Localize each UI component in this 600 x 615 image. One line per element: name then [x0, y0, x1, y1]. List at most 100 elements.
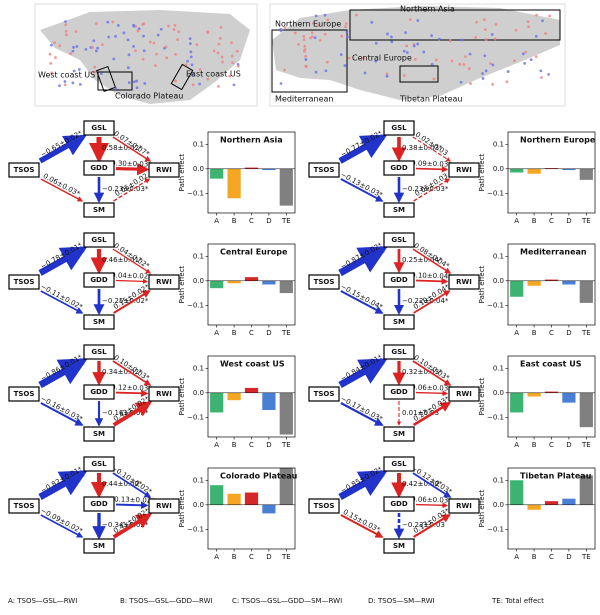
node-box	[308, 274, 340, 290]
map-left	[34, 3, 258, 107]
path-arrow	[112, 472, 152, 498]
path-arrow	[38, 357, 88, 389]
site-dot	[188, 37, 192, 41]
site-dot	[164, 45, 168, 49]
path-diagram: −0.85±0.02* 0.42±0.02*−0.12±0.03*0.06±0.0…	[308, 456, 480, 554]
path-arrow	[412, 360, 452, 386]
bar	[544, 501, 559, 505]
site-dot	[314, 14, 318, 18]
site-dot	[462, 63, 466, 66]
site-dot	[135, 79, 139, 83]
bar	[579, 392, 593, 428]
node-label: GDD	[90, 164, 108, 172]
bar	[510, 280, 524, 297]
y-tick-label: 0.0	[493, 389, 504, 397]
node-box	[8, 386, 40, 402]
site-dot	[71, 49, 75, 53]
node-box	[83, 426, 115, 442]
site-dot	[279, 82, 283, 85]
site-dot	[78, 83, 82, 86]
y-tick-label: −0.1	[187, 301, 204, 309]
path-coefficient: 0.06±0.03*	[411, 495, 452, 504]
path-coefficient: 0.04±0.02*	[111, 271, 152, 280]
x-tick-label: D	[266, 217, 271, 225]
site-dot	[58, 84, 61, 88]
path-coefficient: 0.09±0.03*	[411, 159, 452, 168]
node-label: RWI	[456, 166, 472, 174]
x-tick-label: TE	[281, 329, 291, 337]
bar	[210, 485, 224, 505]
site-dot	[228, 74, 232, 78]
bar	[527, 504, 541, 510]
site-dot	[191, 83, 195, 87]
site-dot	[323, 32, 327, 36]
x-tick-label: B	[232, 329, 237, 337]
site-dot	[434, 58, 438, 62]
path-coefficient: −0.09±0.02*	[39, 507, 84, 536]
path-coefficient: −0.22±0.04*	[402, 297, 449, 305]
site-dot	[195, 43, 199, 47]
x-tick-label: C	[549, 441, 554, 449]
x-tick-label: A	[214, 441, 219, 449]
node-box	[448, 498, 480, 514]
map-right	[95, 3, 566, 107]
chart-title: Colorado Plateau	[220, 472, 298, 481]
path-diagram: −0.82±0.01* 0.44±0.02*−0.10±0.02*−0.13±0.…	[8, 456, 180, 554]
bar	[227, 392, 241, 401]
x-tick-label: TE	[581, 441, 591, 449]
site-dot	[362, 56, 366, 60]
site-dot	[527, 25, 530, 29]
site-dot	[489, 62, 493, 65]
path-arrow	[413, 514, 451, 538]
site-dot	[460, 38, 463, 42]
bar	[527, 168, 541, 174]
site-dot	[132, 45, 135, 48]
bar	[544, 279, 559, 281]
node-label: GSL	[391, 124, 407, 132]
site-dot	[539, 69, 543, 73]
path-coefficient: −0.13±0.02*	[108, 495, 155, 504]
bar	[244, 277, 259, 281]
y-tick-label: −0.1	[187, 413, 204, 421]
node-label: TSOS	[14, 278, 35, 286]
site-dot	[304, 54, 307, 58]
path-arrow	[38, 134, 87, 164]
y-tick-label: 0.1	[493, 364, 504, 372]
site-dot	[324, 69, 328, 73]
site-dot	[402, 49, 406, 53]
site-dot	[63, 83, 67, 87]
chart-title: West coast US	[220, 360, 285, 369]
site-dot	[177, 30, 181, 34]
site-dot	[127, 81, 131, 84]
path-arrow	[40, 290, 84, 314]
site-dot	[484, 69, 488, 73]
site-dot	[63, 80, 67, 83]
bar	[262, 168, 276, 171]
bar	[510, 480, 524, 505]
node-box	[383, 160, 415, 176]
node-label: GSL	[391, 460, 407, 468]
site-dot	[72, 45, 75, 49]
x-tick-label: C	[549, 217, 554, 225]
site-dot	[459, 80, 463, 84]
legend-entry: A: TSOS—GSL—RWI	[8, 597, 77, 605]
path-arrow	[38, 470, 88, 500]
site-dot	[94, 22, 98, 25]
site-dot	[116, 24, 120, 27]
site-dot	[111, 20, 115, 24]
bar	[579, 280, 593, 303]
node-label: RWI	[456, 502, 472, 510]
site-dot	[374, 59, 378, 63]
node-box	[83, 456, 115, 472]
node-box	[383, 232, 415, 248]
site-dot	[386, 32, 389, 36]
node-box	[383, 272, 415, 288]
site-dot	[297, 42, 300, 46]
path-arrow	[412, 136, 451, 162]
site-dot	[474, 35, 478, 39]
site-dot	[230, 41, 233, 45]
path-arrow	[415, 277, 449, 285]
path-arrow	[115, 278, 149, 284]
x-tick-label: B	[532, 553, 537, 561]
